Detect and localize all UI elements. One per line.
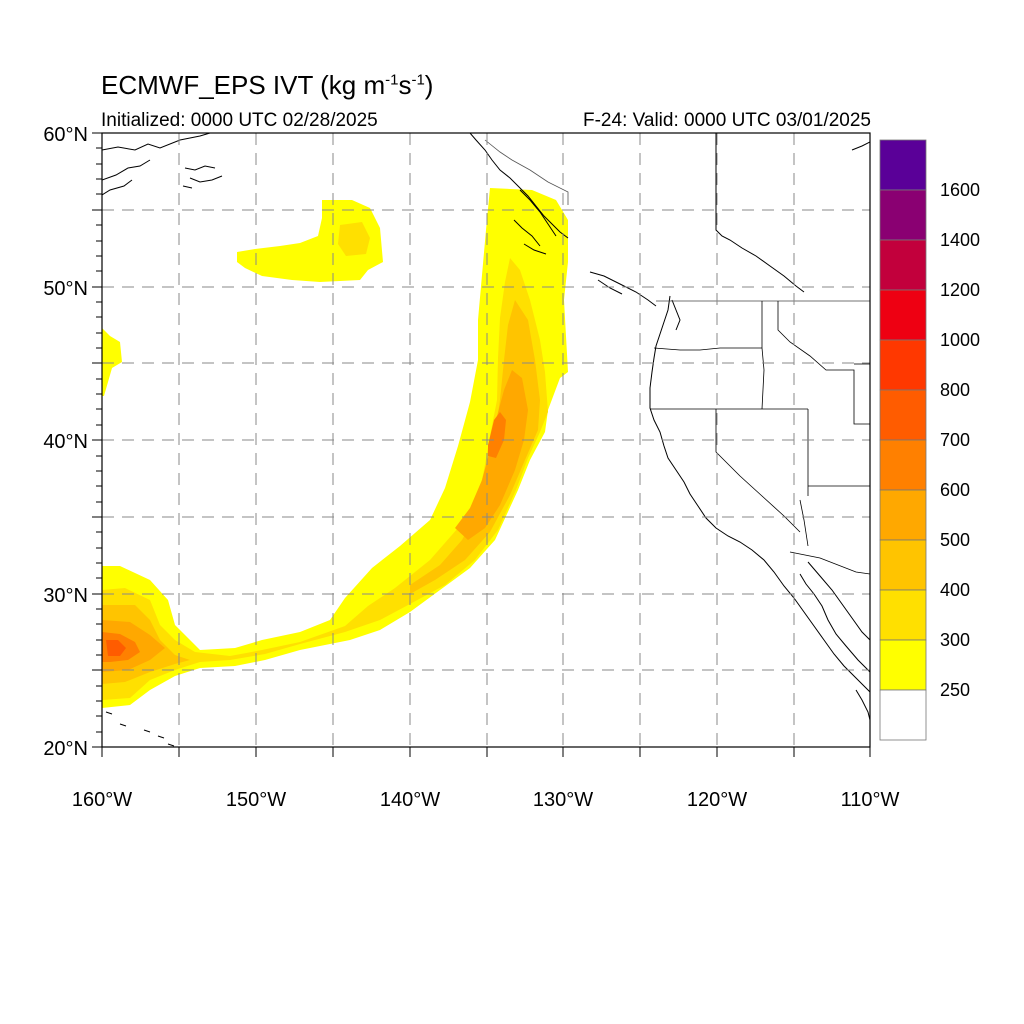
colorbar-label: 800	[940, 380, 970, 400]
ca-nv-border	[716, 409, 800, 532]
lat-label-20n: 20°N	[43, 738, 88, 760]
lon-label-140w: 140°W	[380, 789, 440, 811]
vancouver-island	[590, 272, 656, 306]
lat-label-30n: 30°N	[43, 585, 88, 607]
colorbar-swatch	[880, 390, 926, 440]
colorbar-swatch	[880, 140, 926, 190]
lon-label-160w: 160°W	[72, 789, 132, 811]
colorbar-label: 1200	[940, 280, 980, 300]
colorbar-swatch	[880, 290, 926, 340]
lon-labels: 160°W 150°W 140°W 130°W 120°W 110°W	[72, 789, 900, 811]
colorbar: 1600 1400 1200 1000 800 700 600 500 400 300 250	[880, 140, 980, 740]
ivt-field	[102, 188, 568, 708]
colorbar-label: 400	[940, 580, 970, 600]
colorbar-swatch	[880, 340, 926, 390]
colorbar-swatch	[880, 540, 926, 590]
colorbar-label: 1000	[940, 330, 980, 350]
colorbar-swatch	[880, 490, 926, 540]
lat-label-50n: 50°N	[43, 278, 88, 300]
canada-coast-east	[852, 142, 870, 150]
lon-label-110w: 110°W	[841, 789, 900, 811]
lat-label-60n: 60°N	[43, 124, 88, 146]
map-figure: 60°N 50°N 40°N 30°N 20°N 160°W 150°W 140…	[0, 0, 1024, 1024]
colorbar-swatch	[880, 240, 926, 290]
colorbar-label: 300	[940, 630, 970, 650]
colorbar-label: 1400	[940, 230, 980, 250]
ivt-blob-west-45n	[102, 328, 122, 396]
us-mexico-border	[790, 552, 870, 574]
az-border	[800, 500, 808, 546]
gulf-of-california-east	[808, 562, 870, 640]
lat-label-40n: 40°N	[43, 431, 88, 453]
lon-ticks	[102, 747, 870, 757]
mexico-coast-south	[856, 690, 870, 720]
colorbar-swatch	[880, 590, 926, 640]
alaska-islands	[183, 166, 222, 188]
or-id-border	[762, 348, 764, 409]
baja-east-coast	[800, 574, 870, 672]
lon-label-120w: 120°W	[687, 789, 747, 811]
colorbar-swatch	[880, 440, 926, 490]
colorbar-swatch	[880, 690, 926, 740]
alaska-coast	[102, 133, 210, 195]
colorbar-label: 700	[940, 430, 970, 450]
colorbar-label: 250	[940, 680, 970, 700]
puget-sound	[672, 300, 680, 330]
hawaii-islands	[106, 712, 174, 746]
state-borders	[650, 301, 870, 574]
lat-ticks	[92, 133, 102, 747]
colorbar-label: 500	[940, 530, 970, 550]
wa-or-border	[654, 348, 762, 350]
canada-east	[716, 133, 804, 292]
colorbar-label: 600	[940, 480, 970, 500]
colorbar-swatch	[880, 190, 926, 240]
colorbar-swatch	[880, 640, 926, 690]
lon-label-130w: 130°W	[533, 789, 593, 811]
lon-label-150w: 150°W	[226, 789, 286, 811]
colorbar-label: 1600	[940, 180, 980, 200]
lat-labels: 60°N 50°N 40°N 30°N 20°N	[43, 124, 88, 760]
